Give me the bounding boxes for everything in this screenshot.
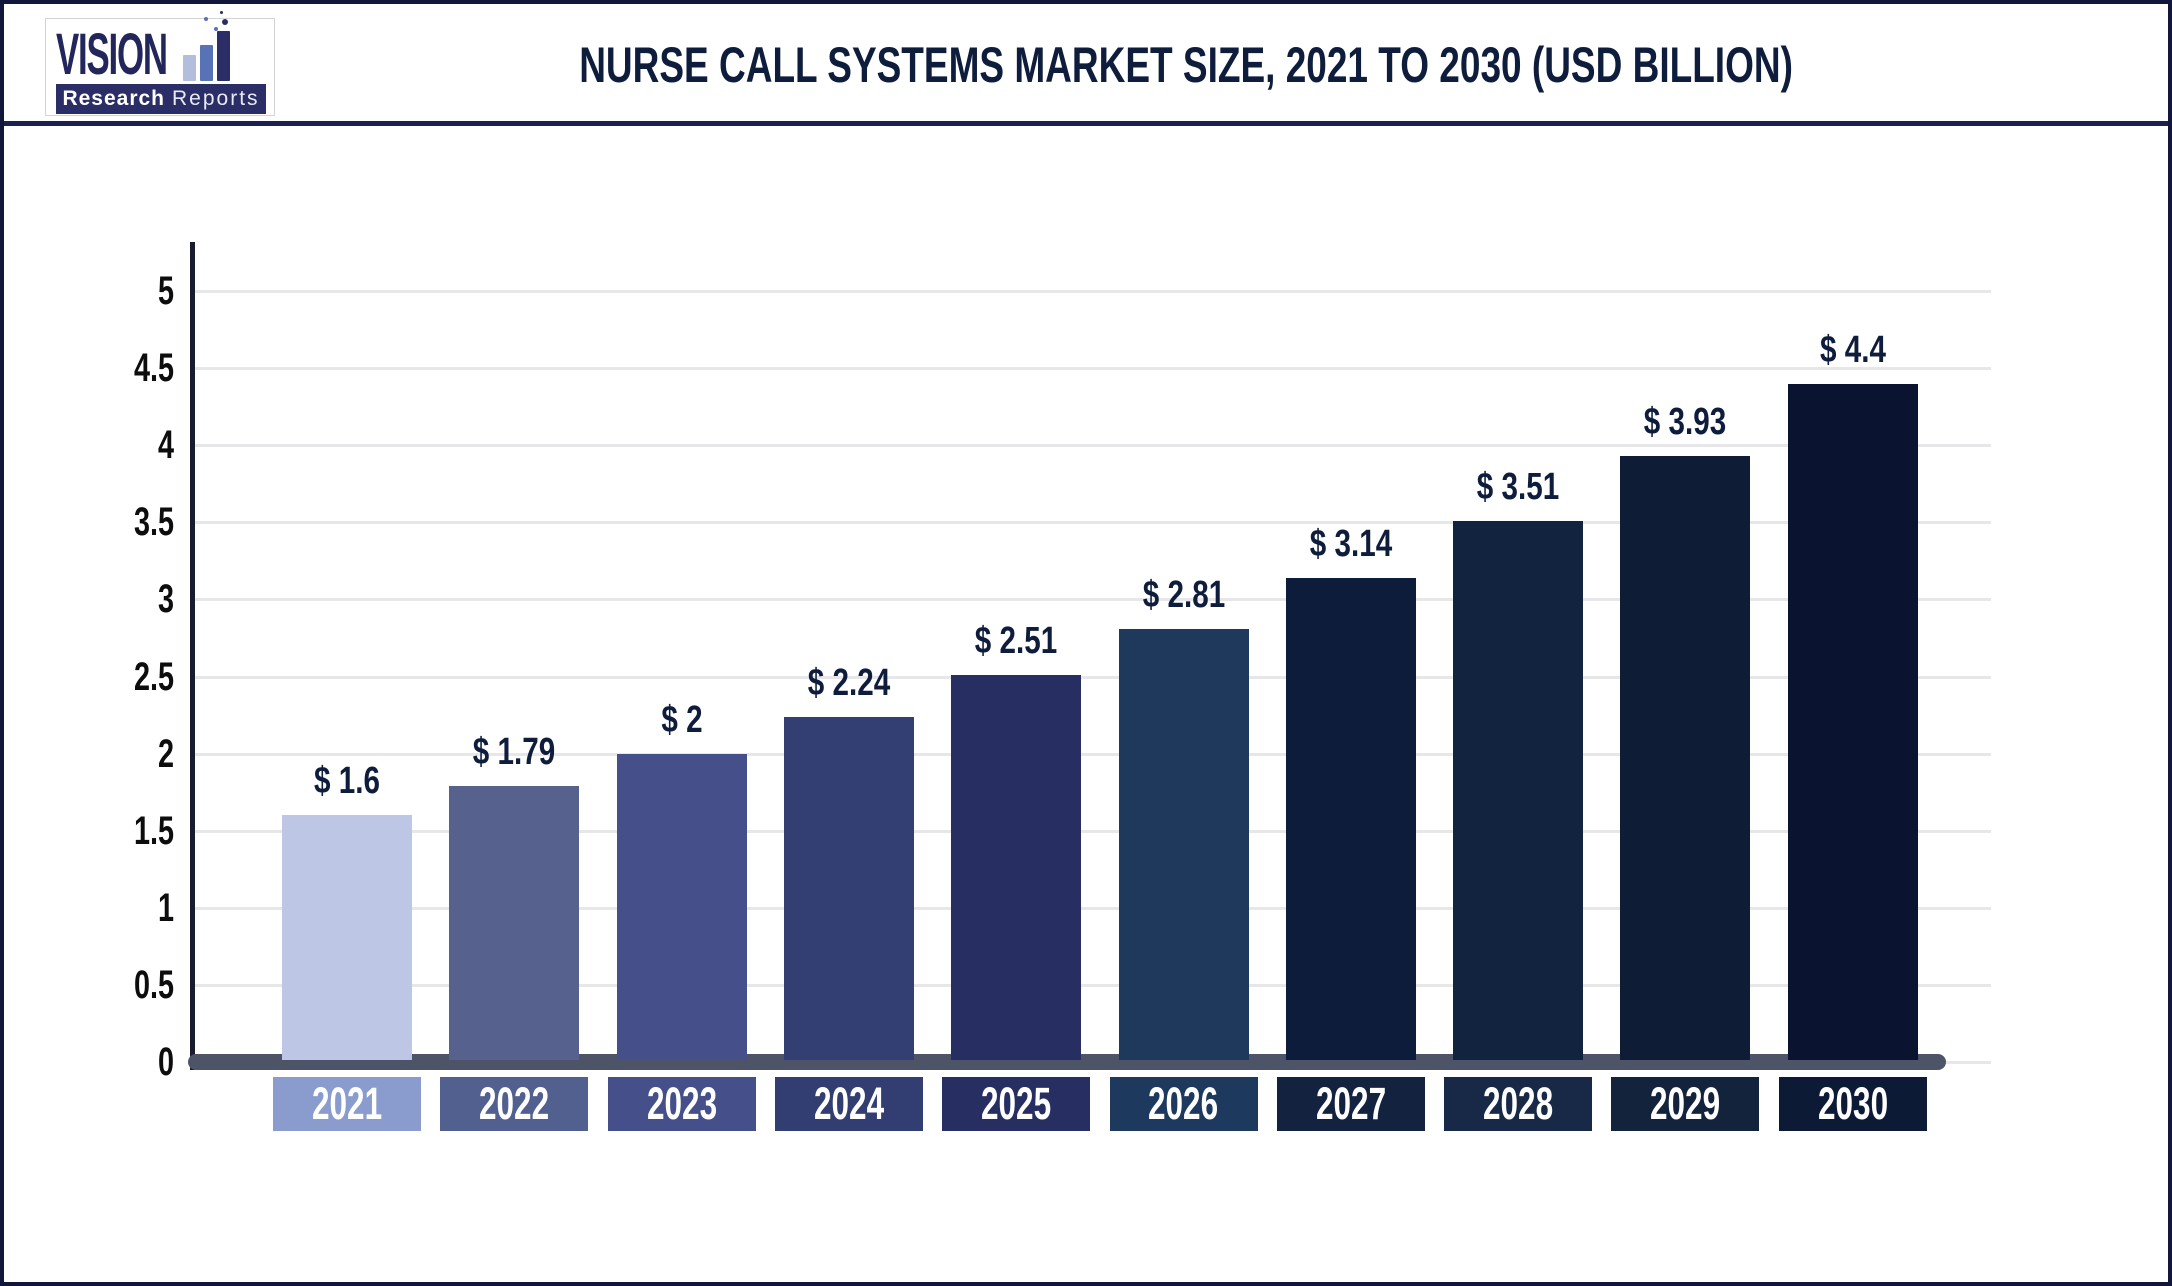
x-category-label-text: 2030 — [1817, 1078, 1888, 1129]
bar — [282, 815, 412, 1060]
bar-value-label: $ 4.4 — [1819, 328, 1886, 371]
logo-bar-light — [182, 55, 196, 81]
gridline — [192, 983, 1991, 987]
logo-bubble-icon — [203, 17, 208, 21]
y-tick-label: 3 — [157, 577, 174, 622]
logo-bar-medium — [199, 45, 213, 81]
gridline — [192, 290, 1991, 293]
logo-bar-dark — [216, 31, 230, 81]
x-category-label-text: 2021 — [311, 1078, 383, 1129]
x-category-label: 2025 — [942, 1077, 1091, 1131]
x-category-label-text: 2026 — [1148, 1078, 1219, 1129]
x-category-label: 2024 — [774, 1077, 923, 1131]
bar — [783, 716, 914, 1060]
bar-value-label: $ 2 — [660, 698, 703, 741]
gridline — [192, 906, 1991, 910]
logo-top-row: VISION — [56, 11, 266, 87]
logo-subtitle-research: Research — [62, 87, 166, 110]
x-category-label-text: 2029 — [1650, 1078, 1721, 1129]
y-tick-label: 0 — [157, 1040, 174, 1084]
x-category-label: 2027 — [1276, 1077, 1425, 1131]
logo-brand-text: VISION — [56, 22, 168, 87]
y-tick-label: 3.5 — [133, 500, 174, 545]
y-tick-label: 2 — [157, 731, 174, 776]
x-category-label-text: 2022 — [479, 1078, 550, 1129]
logo-bar-chart-icon — [182, 11, 230, 81]
bar-value-label: $ 1.6 — [314, 760, 380, 803]
x-category-label: 2021 — [273, 1077, 421, 1131]
bar-value-label: $ 1.79 — [473, 730, 556, 773]
x-category-label: 2022 — [440, 1077, 589, 1131]
logo-subtitle-band: Research Reports — [56, 84, 266, 114]
y-tick-label: 1.5 — [133, 808, 174, 853]
y-tick-label: 0.5 — [133, 962, 174, 1007]
bar-value-label: $ 2.81 — [1142, 573, 1225, 616]
x-category-label-text: 2025 — [981, 1078, 1052, 1129]
bar-chart: 0 0.5 1 1.5 2 2.5 3 3.5 4 4.5 5 $ 1.6 2021 $ 1.79 2022… — [4, 4, 2168, 1282]
logo-bubble-icon — [221, 19, 228, 25]
logo-subtitle-reports: Reports — [172, 87, 260, 110]
bar — [449, 785, 580, 1060]
title-area: NURSE CALL SYSTEMS MARKET SIZE, 2021 TO … — [264, 4, 2108, 126]
x-category-label-text: 2027 — [1315, 1078, 1386, 1129]
x-category-label: 2028 — [1444, 1077, 1593, 1131]
bar — [951, 674, 1082, 1060]
bar-value-label: $ 3.51 — [1476, 465, 1560, 508]
y-tick-label: 1 — [157, 885, 174, 930]
bar — [1453, 520, 1584, 1060]
gridline — [192, 752, 1991, 756]
logo-bubble-icon — [213, 27, 218, 31]
gridline — [192, 367, 1991, 371]
gridline — [192, 521, 1991, 525]
logo-bubble-icon — [219, 11, 223, 14]
y-tick-label: 4 — [157, 423, 174, 468]
x-category-label-text: 2028 — [1483, 1078, 1554, 1129]
bar — [1620, 455, 1751, 1060]
gridline — [192, 598, 1991, 602]
x-category-label: 2030 — [1778, 1077, 1927, 1131]
gridline — [192, 444, 1991, 448]
bar-value-label: $ 2.51 — [974, 619, 1058, 662]
bar — [1118, 628, 1249, 1060]
vision-research-reports-logo: VISION Research Reports — [45, 11, 275, 116]
page-title: NURSE CALL SYSTEMS MARKET SIZE, 2021 TO … — [579, 37, 1793, 93]
header-band: VISION Research Reports NURSE CALL SYSTE… — [4, 4, 2168, 126]
y-tick-label: 5 — [157, 269, 174, 313]
bar — [1787, 383, 1918, 1060]
bar — [1285, 577, 1416, 1060]
x-category-label: 2029 — [1611, 1077, 1760, 1131]
bar — [616, 753, 747, 1060]
gridline — [192, 675, 1991, 679]
x-category-label: 2023 — [607, 1077, 756, 1131]
x-category-label-text: 2024 — [813, 1078, 884, 1129]
y-axis-line — [190, 242, 195, 1070]
x-category-label: 2026 — [1109, 1077, 1258, 1131]
y-tick-label: 2.5 — [133, 654, 174, 699]
gridline — [192, 829, 1991, 833]
x-category-label-text: 2023 — [646, 1078, 717, 1129]
bar-value-label: $ 3.14 — [1309, 522, 1393, 565]
y-tick-label: 4.5 — [133, 346, 174, 391]
bar-value-label: $ 3.93 — [1644, 400, 1727, 443]
bar-value-label: $ 2.24 — [807, 661, 891, 704]
